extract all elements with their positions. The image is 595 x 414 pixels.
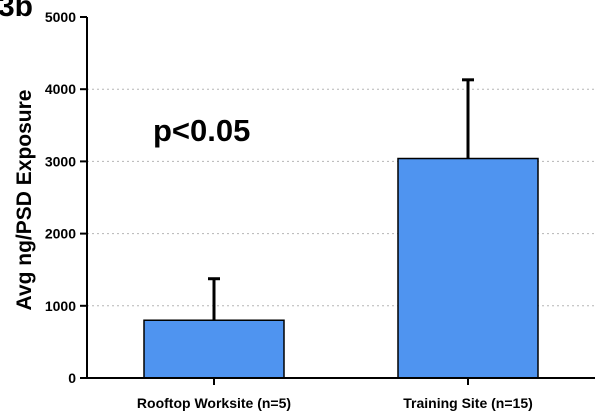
y-tick-label: 5000 <box>45 9 76 25</box>
y-axis-label: Avg ng/PSD Exposure <box>13 90 36 311</box>
x-tick-label: Training Site (n=15) <box>403 395 533 411</box>
bar <box>143 319 285 379</box>
y-tick-label: 0 <box>68 370 76 386</box>
y-tick-label: 3000 <box>45 153 76 169</box>
panel-label: 3b <box>0 0 33 23</box>
axes <box>86 17 595 379</box>
significance-annotation: p<0.05 <box>153 113 250 148</box>
y-tick-label: 4000 <box>45 81 76 97</box>
x-tick-label: Rooftop Worksite (n=5) <box>137 395 291 411</box>
x-ticks: Rooftop Worksite (n=5) Training Site (n=1… <box>137 378 533 411</box>
error-bars <box>208 78 474 321</box>
y-ticks: 0 1000 2000 3000 4000 5000 <box>45 9 87 386</box>
bar <box>397 157 539 379</box>
y-tick-label: 2000 <box>45 226 76 242</box>
bars <box>143 157 539 379</box>
y-tick-label: 1000 <box>45 298 76 314</box>
